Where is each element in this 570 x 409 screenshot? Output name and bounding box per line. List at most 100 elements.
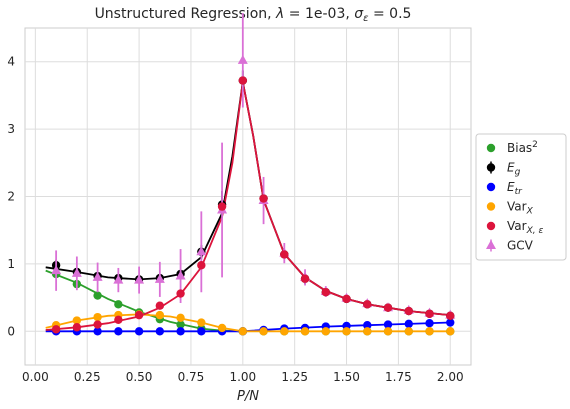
etr-point [197, 327, 206, 336]
varx-point [176, 313, 185, 323]
x-tick-label: 0.50 [126, 370, 153, 384]
legend-label-subscript: tr [515, 187, 524, 197]
varxe-point [321, 288, 330, 297]
varxe-point [155, 301, 165, 310]
legend-marker-varx [486, 202, 496, 211]
y-tick-label: 3 [7, 122, 15, 136]
varxe-point [197, 261, 206, 270]
x-tick-label: 0.00 [22, 370, 49, 384]
varxe-point [72, 323, 82, 332]
varx-point [321, 327, 330, 336]
etr-point [363, 321, 372, 330]
legend-label-main: Bias [507, 141, 532, 155]
gcv-point [154, 273, 165, 283]
gcv-point [113, 274, 124, 284]
varx-point [383, 327, 393, 336]
etr-point [134, 327, 144, 336]
varxe-point [238, 76, 248, 85]
varx-point [404, 327, 413, 336]
title-lambda: λ [275, 6, 284, 22]
gcv-point [71, 267, 82, 277]
y-tick-label: 4 [7, 55, 15, 69]
gcv-point [237, 54, 248, 64]
varxe-point [383, 303, 393, 312]
y-tick-label: 0 [7, 324, 15, 338]
legend-marker-varxe [486, 221, 496, 231]
legend-label-gcv: GCV [507, 239, 534, 253]
x-axis-label: P/N [237, 389, 259, 404]
varxe-point [404, 306, 413, 316]
varx-point [217, 323, 227, 333]
varx-point [93, 312, 102, 322]
varxe-point [176, 289, 185, 298]
x-tick-label: 0.25 [74, 370, 101, 384]
varxe-point [280, 250, 289, 259]
legend-label-main: Var [507, 200, 527, 214]
tick-labels: 0.00 0.25 0.50 0.75 1.00 1.25 1.50 1.75 2.00 0 1 2 3… [7, 55, 463, 384]
legend-label-bias: Bias2 [507, 140, 538, 155]
varx-point [446, 327, 455, 336]
gcv-point [134, 274, 145, 284]
varx-point [72, 316, 82, 325]
bias-point [93, 291, 102, 300]
etr-point [155, 327, 165, 336]
etr-point [446, 318, 455, 327]
varxe-point [134, 310, 144, 320]
etr-point [383, 320, 393, 329]
bias-point [114, 300, 123, 309]
x-tick-label: 1.50 [333, 370, 360, 384]
varx-point [363, 327, 372, 336]
series-layer [45, 13, 456, 336]
varx-point [280, 327, 289, 336]
gcv-point [196, 246, 207, 256]
varx-point [300, 327, 310, 336]
legend-label-subscript: g [515, 168, 521, 178]
etr-point [404, 319, 413, 329]
legend-marker-eg [486, 163, 496, 172]
varx-point [197, 318, 206, 327]
varx-curve [45, 313, 451, 333]
varxe-point [259, 194, 268, 203]
legend-marker-gcv [486, 240, 496, 249]
varxe-point [363, 300, 372, 309]
legend-label-main: E [507, 161, 515, 175]
title-epsilon: ε [363, 13, 369, 24]
x-tick-label: 0.75 [178, 370, 205, 384]
legend-marker-etr [486, 182, 496, 192]
legend-label-superscript: 2 [532, 140, 538, 150]
x-tick-label: 1.00 [229, 370, 256, 384]
varxe-point [93, 320, 102, 329]
bias-point [176, 320, 185, 329]
varxe-point [446, 311, 455, 320]
chart-title: Unstructured Regression, λ = 1e-03, σε =… [95, 6, 412, 24]
etr-point [93, 327, 102, 336]
legend-label-main: Var [507, 219, 527, 233]
varxe-point [342, 294, 351, 304]
legend-label-subscript: X [526, 207, 534, 217]
varxe-curve [45, 81, 451, 331]
legend-label-main: E [507, 180, 515, 194]
varxe-point [217, 202, 227, 211]
gcv-point [51, 265, 62, 275]
legend-label-varx: VarX [507, 200, 534, 217]
legend-marker-bias [486, 143, 496, 153]
x-tick-label: 1.25 [281, 370, 308, 384]
legend-label-subscript: X, ε [526, 226, 544, 236]
x-tick-label: 2.00 [437, 370, 464, 384]
etr-point [425, 319, 434, 328]
x-tick-label: 1.75 [385, 370, 412, 384]
varxe-point [425, 309, 434, 318]
varx-point [155, 310, 165, 320]
gcv-point [175, 270, 186, 280]
varx-point [342, 327, 351, 336]
etr-point [114, 327, 123, 336]
legend-label-varxe: VarX, ε [507, 219, 543, 236]
gcv-point [92, 271, 103, 281]
varxe-point [114, 315, 123, 325]
etr-point [176, 327, 185, 336]
title-text-3: = 0.5 [369, 6, 412, 22]
title-text-1: Unstructured Regression, [95, 6, 276, 22]
y-tick-label: 1 [7, 257, 15, 271]
